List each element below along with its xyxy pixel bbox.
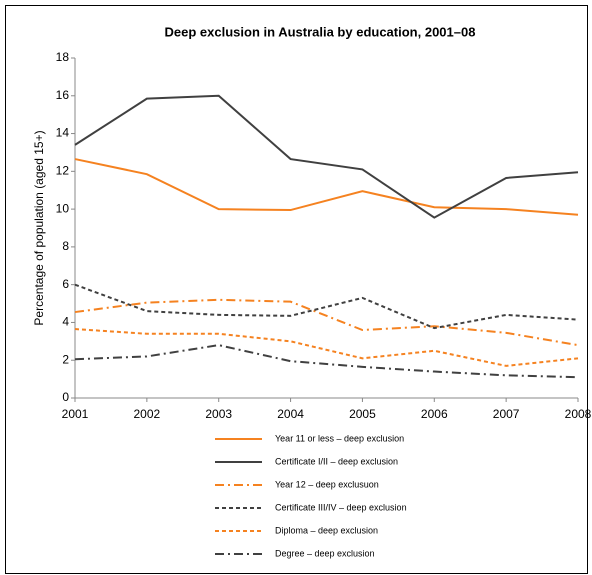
chart-frame xyxy=(5,5,588,574)
legend-label: Diploma – deep exclusion xyxy=(275,525,378,535)
y-tick-label: 0 xyxy=(62,390,69,404)
legend-label: Degree – deep exclusion xyxy=(275,548,375,558)
x-tick-label: 2001 xyxy=(62,407,89,421)
x-tick-label: 2003 xyxy=(205,407,232,421)
y-tick-label: 12 xyxy=(56,164,70,178)
series-line xyxy=(74,344,579,379)
y-tick-label: 14 xyxy=(56,126,70,140)
x-tick-label: 2005 xyxy=(349,407,376,421)
chart-title: Deep exclusion in Australia by education… xyxy=(165,24,476,39)
legend-label: Certificate I/II – deep exclusion xyxy=(275,456,398,466)
y-axis-label: Percentage of population (aged 15+) xyxy=(32,130,46,325)
series-line xyxy=(74,328,579,367)
series-line xyxy=(74,298,579,347)
series-line xyxy=(74,158,579,216)
y-tick-label: 8 xyxy=(62,239,69,253)
legend-label: Certificate III/IV – deep exclusion xyxy=(275,502,407,512)
y-tick-label: 6 xyxy=(62,277,69,291)
x-tick-label: 2007 xyxy=(493,407,520,421)
x-tick-label: 2004 xyxy=(277,407,304,421)
y-tick-label: 16 xyxy=(56,88,70,102)
legend-label: Year 12 – deep exclusuon xyxy=(275,479,379,489)
legend-label: Year 11 or less – deep exclusion xyxy=(275,433,404,443)
y-tick-label: 18 xyxy=(56,50,70,64)
x-tick-label: 2002 xyxy=(134,407,161,421)
y-tick-label: 2 xyxy=(62,352,69,366)
x-tick-label: 2008 xyxy=(565,407,592,421)
x-tick-label: 2006 xyxy=(421,407,448,421)
series-line xyxy=(74,94,579,219)
y-tick-label: 10 xyxy=(56,201,70,215)
y-tick-label: 4 xyxy=(62,315,69,329)
